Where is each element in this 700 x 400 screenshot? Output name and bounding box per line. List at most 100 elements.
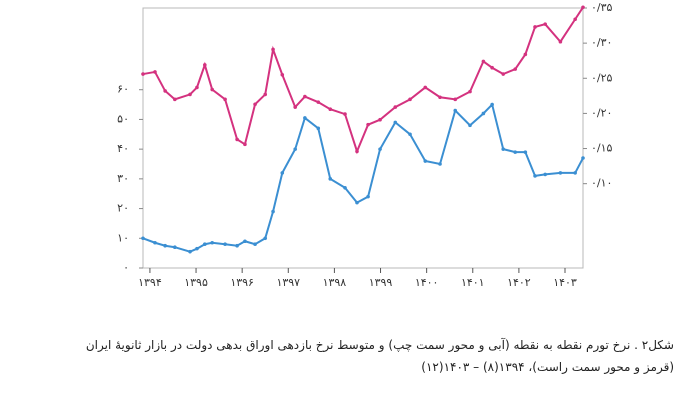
point: [263, 92, 268, 97]
point: [293, 105, 298, 109]
y-tick-label: ۳۰: [117, 172, 129, 185]
point: [453, 108, 458, 113]
point: [163, 243, 167, 248]
point: [235, 243, 239, 248]
point: [271, 209, 275, 214]
y2-tick-label: ۰/۱۵: [591, 142, 613, 155]
y2-tick-label: ۰/۱۰: [591, 177, 612, 190]
point: [501, 147, 506, 151]
point: [490, 65, 494, 70]
point: [581, 5, 585, 10]
point: [453, 97, 458, 102]
point: [423, 159, 428, 163]
x-tick-label: ۱۳۹۵: [184, 276, 208, 289]
point: [235, 137, 239, 142]
point: [533, 174, 537, 178]
point: [195, 246, 199, 251]
point: [203, 63, 207, 67]
point: [343, 112, 347, 116]
y-tick-label: ۰: [123, 261, 129, 274]
point: [513, 67, 518, 71]
point: [468, 123, 472, 128]
point: [408, 132, 412, 137]
point: [573, 17, 577, 22]
point: [188, 92, 192, 97]
point: [573, 171, 577, 175]
point: [153, 240, 157, 245]
point: [355, 200, 359, 205]
point: [271, 47, 275, 52]
point: [355, 149, 359, 154]
point: [188, 249, 192, 254]
y-tick-label: ۵۰: [117, 112, 129, 125]
point: [523, 52, 528, 57]
x-tick-label: ۱۳۹۴: [138, 276, 162, 289]
point: [243, 142, 247, 147]
plot-frame: [142, 7, 584, 269]
point: [163, 89, 167, 93]
y2-tick-label: ۰/۳۰: [591, 36, 612, 49]
x-tick-label: ۱۳۹۶: [230, 276, 254, 289]
point: [280, 72, 285, 77]
point: [481, 111, 486, 116]
point: [303, 116, 307, 120]
x-tick-label: ۱۳۹۷: [276, 276, 300, 289]
point: [581, 156, 585, 160]
point: [533, 25, 537, 29]
caption: شکل۲ . نرخ تورم نقطه به نقطه (آبی و محور…: [14, 334, 674, 378]
x-tick-label: ۱۳۹۹: [369, 276, 393, 289]
series-line: [142, 102, 584, 253]
point: [203, 242, 207, 247]
point: [210, 87, 214, 92]
x-tick-label: ۱۴۰۳: [553, 276, 577, 289]
point: [558, 39, 563, 44]
point: [253, 102, 257, 107]
point: [303, 94, 307, 99]
point: [141, 236, 145, 241]
point: [210, 240, 214, 245]
x-tick-label: ۱۴۰۲: [507, 276, 531, 289]
point: [468, 89, 472, 94]
point: [293, 147, 298, 151]
point: [343, 185, 347, 190]
point: [366, 122, 370, 127]
point: [501, 72, 506, 76]
caption-line: شکل۲ . نرخ تورم نقطه به نقطه (آبی و محور…: [85, 338, 674, 352]
y-tick-label: ۶۰: [117, 83, 129, 96]
point: [280, 171, 285, 175]
point: [328, 177, 333, 181]
point: [316, 100, 321, 104]
y-tick-label: ۴۰: [117, 142, 129, 155]
point: [543, 22, 547, 26]
caption-line: (قرمز و محور سمت راست)، ۱۳۹۴(۸) – ۱۴۰۳(۱…: [421, 360, 674, 374]
point: [253, 242, 257, 247]
point: [393, 105, 398, 109]
point: [438, 162, 442, 166]
point: [423, 85, 428, 90]
point: [141, 72, 145, 76]
point: [263, 236, 268, 241]
point: [558, 171, 563, 175]
point: [328, 107, 333, 111]
point: [378, 117, 382, 122]
y2-tick-label: ۰/۲۵: [591, 71, 613, 84]
point: [195, 85, 199, 90]
x-tick-label: ۱۴۰۱: [461, 276, 485, 289]
point: [153, 70, 157, 74]
point: [366, 194, 370, 199]
point: [490, 102, 494, 107]
point: [481, 59, 486, 64]
point: [378, 147, 382, 151]
chart: ۱۳۹۴ ۱۳۹۵ ۱۳۹۶ ۱۳۹۷ ۱۳۹۸ ۱۳۹۹ ۱۴۰۰ ۱۴۰۱ ۱۴۰۲ ۱۴۰۳…: [117, 1, 613, 289]
series-line: [142, 6, 584, 155]
point: [223, 97, 227, 102]
point: [173, 97, 177, 102]
y2-tick-label: ۰/۳۵: [591, 1, 613, 14]
point: [393, 120, 398, 125]
y-tick-label: ۱۰: [117, 231, 129, 244]
point: [243, 239, 247, 244]
x-tick-label: ۱۳۹۸: [323, 276, 347, 289]
point: [523, 150, 528, 154]
point: [408, 97, 412, 102]
